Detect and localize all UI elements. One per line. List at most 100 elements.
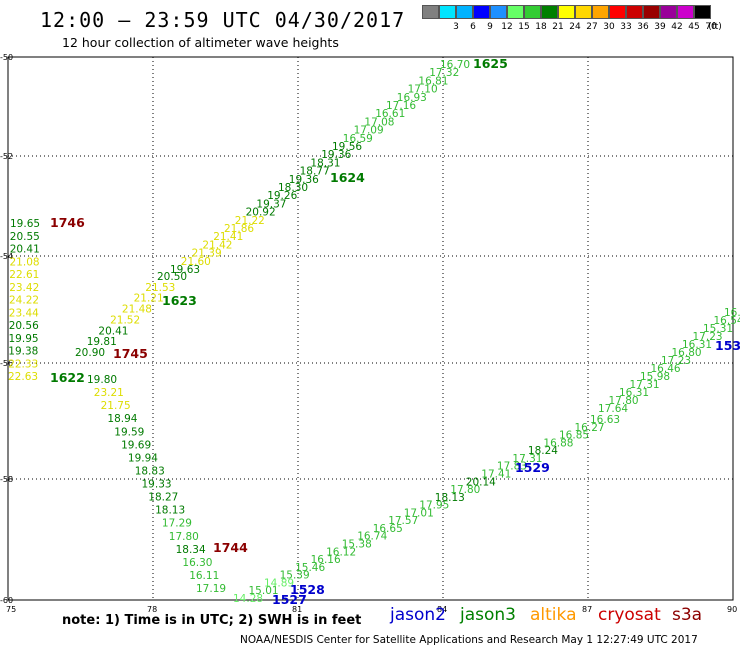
legend-swatch [660,5,677,19]
wave-height-value: 18.13 [435,492,465,504]
legend-label: 18 [535,22,547,32]
legend-label: 21 [552,22,564,32]
wave-height-value: 17.64 [598,403,628,415]
wave-height-value: 20.92 [246,207,276,219]
wave-height-value: 17.31 [630,379,660,391]
wave-height-value: 19.63 [170,264,200,276]
wave-height-value: 16.93 [397,92,427,104]
pass-time-label: 1622 [50,370,85,385]
wave-height-value: 16.11 [189,570,219,582]
wave-height-value: 17.01 [404,507,434,519]
pass-time-label: 1624 [330,170,365,185]
wave-height-value: 17.83 [497,461,527,473]
wave-height-value: 17.41 [481,469,511,481]
legend-swatch [677,5,694,19]
wave-height-value: 23.21 [94,387,124,399]
wave-height-value: 16.70 [440,59,470,71]
wave-height-value: 23.42 [9,282,39,294]
legend-label: 39 [654,22,666,32]
wave-height-value: 15.01 [249,585,279,597]
wave-height-value: 20.56 [9,320,39,332]
pass-time-label: 1625 [473,56,508,71]
wave-height-value: 21.08 [10,256,40,268]
wave-height-value: 14.89 [264,577,294,589]
wave-height-value: 15.31 [703,323,733,335]
wave-height-value: 21.60 [181,256,211,268]
legend-unit: (ft) [708,22,722,32]
wave-height-value: 16.54 [714,315,740,327]
wave-height-value: 20.55 [10,231,40,243]
wave-height-value: 19.69 [121,439,151,451]
wave-height-value: 16.12 [326,546,356,558]
latitude-tick: -60 [0,596,13,605]
wave-height-value: 17.08 [364,116,394,128]
legend-label: 70 [705,22,717,32]
latitude-tick: -50 [0,53,13,62]
legend-label: 27 [586,22,598,32]
legend-label: 45 [688,22,700,32]
longitude-tick: 75 [6,605,16,614]
wave-height-value: 16.16 [311,554,341,566]
wave-height-value: 17.80 [169,531,199,543]
legend-label: 42 [671,22,683,32]
wave-height-value: 17.80 [609,395,639,407]
legend-label: 33 [620,22,632,32]
wave-height-value: 17.09 [354,125,384,137]
pass-time-label: 1746 [50,215,85,230]
longitude-tick: 90 [727,605,737,614]
pass-time-label: 1527 [272,592,307,607]
wave-height-value: 17.31 [512,453,542,465]
wave-height-value: 17.57 [388,515,418,527]
satellite-name: cryosat [598,605,661,625]
legend-swatch [422,5,439,19]
wave-height-value: 21.52 [110,314,140,326]
legend-swatch [524,5,541,19]
pass-time-label: 1623 [162,293,197,308]
wave-height-value: 14.28 [233,593,263,605]
wave-height-value: 19.65 [10,218,40,230]
wave-height-value: 22.61 [9,269,39,281]
wave-height-value: 16.85 [559,430,589,442]
wave-height-value: 24.22 [9,295,39,307]
wave-height-value: 16.59 [343,133,373,145]
wave-height-value: 19.38 [8,346,38,358]
wave-height-value: 19.59 [114,426,144,438]
legend-swatch [490,5,507,19]
legend-swatch [609,5,626,19]
legend-label: 15 [518,22,530,32]
wave-height-value: 22.33 [8,358,38,370]
legend-label: 6 [470,22,476,32]
wave-height-value: 16.65 [373,523,403,535]
wave-height-value: 21.53 [145,282,175,294]
map-title: 12:00 – 23:59 UTC 04/30/2017 [40,8,406,32]
wave-height-value: 19.80 [87,374,117,386]
wave-height-value: 16.46 [651,363,681,375]
latitude-tick: -56 [0,359,13,368]
wave-height-value: 16.80 [672,347,702,359]
wave-height-value: 21.48 [122,304,152,316]
wave-height-value: 21.22 [235,215,265,227]
wave-height-value: 22.63 [8,371,38,383]
wave-height-value: 19.37 [256,198,286,210]
legend-swatch [439,5,456,19]
wave-height-value: 16.81 [418,75,448,87]
wave-height-value: 16. [724,307,740,319]
wave-height-value: 21.75 [101,400,131,412]
wave-height-value: 19.95 [9,333,39,345]
wave-height-value: 17.23 [661,355,691,367]
pass-time-label: 1745 [113,346,148,361]
wave-height-value: 18.34 [176,544,206,556]
wave-height-value: 17.19 [196,583,226,595]
legend-swatch [626,5,643,19]
wave-height-value: 18.30 [278,182,308,194]
wave-height-value: 20.50 [157,271,187,283]
legend-label: 3 [453,22,459,32]
wave-height-value: 18.94 [107,413,137,425]
legend-label: 30 [603,22,615,32]
pass-time-label: 1529 [515,460,550,475]
longitude-tick: 81 [292,605,302,614]
wave-height-value: 15.98 [640,371,670,383]
wave-height-value: 23.44 [9,307,39,319]
wave-height-value: 17.95 [419,500,449,512]
